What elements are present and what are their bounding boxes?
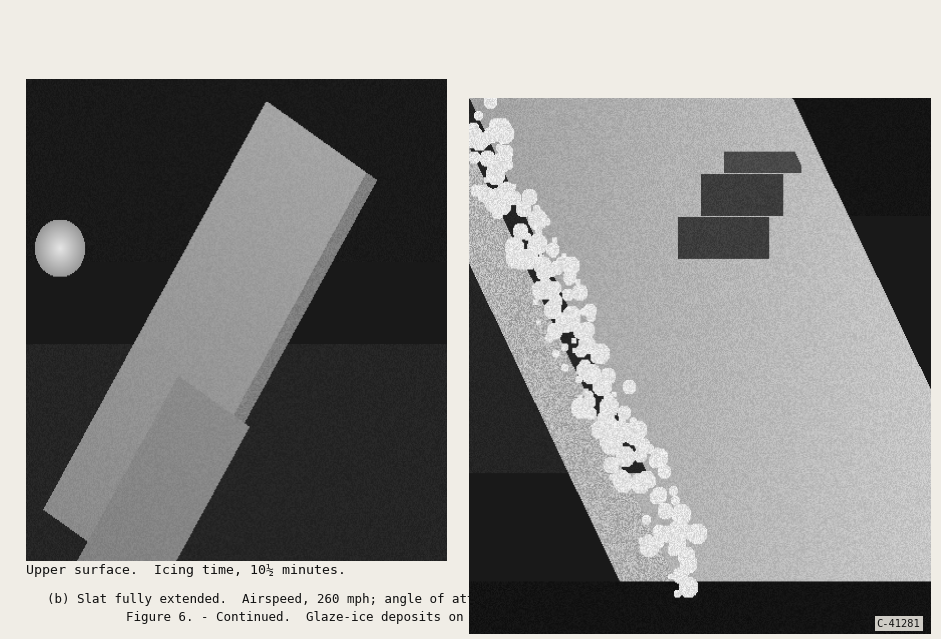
Text: Upper surface.  Icing time, 10½ minutes.: Upper surface. Icing time, 10½ minutes.: [26, 564, 346, 576]
Text: Figure 6. - Continued.  Glaze-ice deposits on unheated model.  Datum air tempera: Figure 6. - Continued. Glaze-ice deposit…: [125, 611, 816, 624]
Text: Lower surface.  Icing time, 10 minutes.: Lower surface. Icing time, 10 minutes.: [591, 564, 903, 576]
Text: C-41281: C-41281: [877, 619, 920, 629]
Text: (b) Slat fully extended.  Airspeed, 260 mph; angle of attack, 8°; liquid-water c: (b) Slat fully extended. Airspeed, 260 m…: [47, 593, 894, 606]
